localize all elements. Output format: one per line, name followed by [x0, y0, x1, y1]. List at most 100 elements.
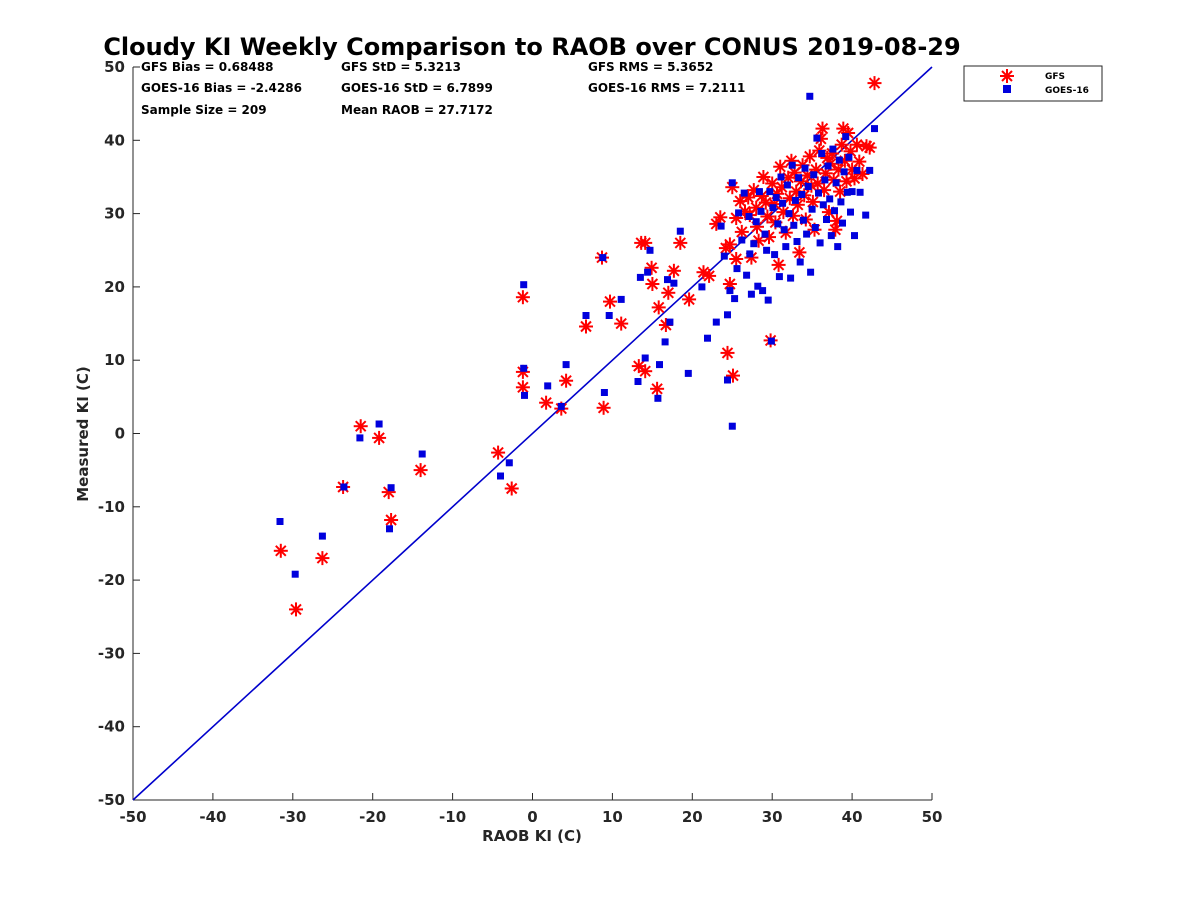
x-tick-label: -20: [359, 808, 386, 826]
goes16-point: [521, 391, 528, 399]
goes16-point: [782, 243, 790, 251]
goes16-point: [340, 483, 348, 491]
goes16-point: [759, 287, 767, 295]
goes16-point: [670, 279, 678, 287]
goes16-point: [386, 525, 393, 533]
gfs-point: [273, 543, 288, 558]
x-tick-label: -50: [119, 808, 146, 826]
goes16-point: [829, 145, 837, 153]
gfs-point: [750, 219, 764, 234]
goes16-point: [731, 295, 739, 303]
gfs-point: [833, 184, 848, 199]
stat-text: GFS RMS = 5.3652: [588, 60, 713, 74]
legend-gfs-marker: [1000, 69, 1014, 83]
x-tick-label: 50: [922, 808, 943, 826]
gfs-point: [638, 364, 653, 379]
goes16-point: [832, 179, 840, 187]
goes16-point: [664, 276, 671, 284]
goes16-point: [843, 188, 851, 196]
goes16-point: [520, 364, 528, 372]
goes16-point: [747, 290, 755, 298]
gfs-point: [713, 210, 728, 225]
goes16-point: [831, 207, 838, 215]
goes16-point: [796, 258, 804, 266]
gfs-point: [771, 257, 786, 272]
gfs-point: [815, 121, 830, 136]
goes16-point: [774, 220, 782, 228]
goes16-point: [783, 181, 791, 189]
goes16-point: [771, 251, 779, 259]
legend-goes16-label: GOES-16: [1045, 86, 1089, 96]
goes16-point: [641, 354, 649, 362]
legend-goes16-marker: [1003, 85, 1011, 93]
goes16-point: [826, 195, 834, 203]
y-tick-label: -10: [98, 498, 125, 516]
gfs-point: [645, 277, 660, 291]
goes16-point: [733, 265, 741, 273]
goes16-point: [834, 243, 842, 251]
gfs-point: [867, 76, 882, 91]
goes16-point: [848, 188, 856, 196]
goes16-point: [763, 246, 771, 254]
gfs-point: [315, 551, 330, 566]
x-tick-label: -40: [199, 808, 226, 826]
goes16-point: [743, 271, 751, 279]
legend-gfs-label: GFS: [1045, 72, 1065, 82]
goes16-point: [728, 422, 736, 430]
goes16-point: [766, 188, 774, 196]
goes16-point: [291, 570, 299, 578]
stat-text: GOES-16 StD = 6.7899: [341, 81, 493, 95]
goes16-point: [387, 484, 395, 492]
goes16-point: [819, 201, 827, 209]
goes16-point: [738, 236, 746, 244]
gfs-point: [289, 602, 303, 617]
goes16-point: [764, 296, 772, 304]
goes16-point: [740, 189, 748, 197]
axis-ticks: -50 -40 -30 -20 -10 0 10 20 30 40 50 -50 -40 -30 -20 -1…: [98, 58, 943, 826]
goes16-point: [318, 532, 326, 540]
gfs-point: [644, 260, 659, 275]
goes16-point: [791, 196, 799, 204]
goes16-point: [724, 376, 731, 384]
gfs-point: [666, 263, 681, 278]
gfs-point: [729, 252, 744, 266]
gfs-point: [828, 222, 843, 237]
goes16-point: [746, 250, 754, 258]
chart-title: Cloudy KI Weekly Comparison to RAOB over…: [103, 33, 960, 61]
goes16-point: [726, 287, 734, 295]
goes16-point: [775, 273, 783, 281]
gfs-point: [504, 481, 519, 496]
goes16-point: [801, 164, 809, 172]
goes16-point: [816, 239, 824, 247]
goes16-point: [807, 268, 815, 276]
goes16-point: [777, 173, 785, 181]
gfs-point: [673, 235, 688, 250]
stat-text: Mean RAOB = 27.7172: [341, 103, 493, 117]
goes16-point: [661, 338, 669, 346]
goes16-point: [617, 295, 625, 303]
legend: GFS GOES-16: [963, 65, 1103, 102]
gfs-point: [353, 419, 368, 434]
goes16-point: [845, 153, 853, 161]
gfs-point: [579, 319, 593, 334]
goes16-point: [823, 216, 830, 223]
goes16-point: [704, 334, 711, 342]
goes16-point: [745, 213, 753, 220]
gfs-point: [515, 290, 530, 305]
gfs-point: [773, 159, 788, 174]
goes16-point: [654, 394, 662, 402]
goes16-point: [787, 274, 795, 282]
gfs-point: [638, 235, 653, 250]
x-tick-label: 40: [842, 808, 863, 826]
goes16-point: [600, 389, 608, 396]
goes16-point: [712, 318, 720, 326]
goes16-point: [866, 166, 874, 174]
x-tick-label: 30: [762, 808, 783, 826]
goes16-point: [793, 238, 801, 245]
goes16-point: [799, 216, 807, 224]
gfs-point: [491, 445, 506, 460]
y-tick-label: -30: [98, 644, 125, 662]
goes16-point: [813, 134, 821, 142]
gfs-point: [852, 154, 867, 169]
